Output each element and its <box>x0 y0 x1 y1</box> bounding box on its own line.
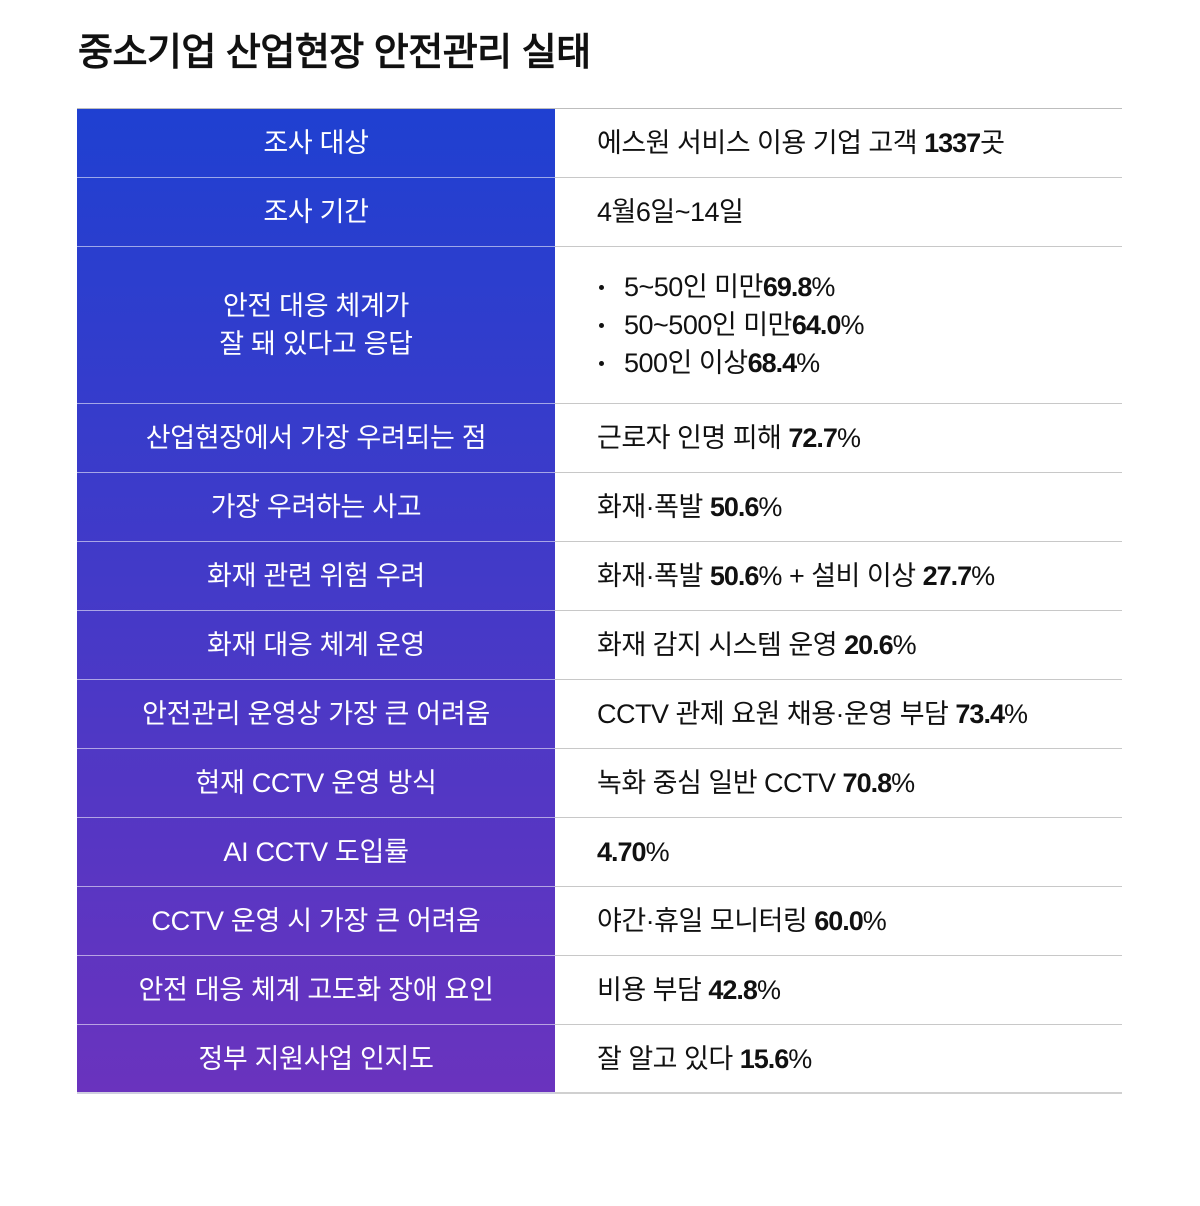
table-row: 산업현장에서 가장 우려되는 점 근로자 인명 피해 72.7% <box>77 404 1122 473</box>
table-row: 화재 관련 위험 우려 화재·폭발 50.6% + 설비 이상 27.7% <box>77 542 1122 611</box>
table-row: 가장 우려하는 사고 화재·폭발 50.6% <box>77 473 1122 542</box>
row-label: 안전 대응 체계 고도화 장애 요인 <box>77 956 555 1025</box>
table-row: 현재 CCTV 운영 방식 녹화 중심 일반 CCTV 70.8% <box>77 749 1122 818</box>
row-value: 근로자 인명 피해 72.7% <box>555 404 1122 473</box>
row-value: 잘 알고 있다 15.6% <box>555 1025 1122 1094</box>
row-value: 4월6일~14일 <box>555 178 1122 247</box>
row-label: 산업현장에서 가장 우려되는 점 <box>77 404 555 473</box>
list-item: 5~50인 미만 69.8% <box>597 268 1122 306</box>
bullet-icon <box>599 284 604 290</box>
row-value: 화재 감지 시스템 운영 20.6% <box>555 611 1122 680</box>
bullet-icon <box>599 360 604 366</box>
row-value: 야간·휴일 모니터링 60.0% <box>555 887 1122 956</box>
list-item: 50~500인 미만 64.0% <box>597 306 1122 344</box>
table-row: CCTV 운영 시 가장 큰 어려움 야간·휴일 모니터링 60.0% <box>77 887 1122 956</box>
bullet-icon <box>599 322 604 328</box>
row-label: 가장 우려하는 사고 <box>77 473 555 542</box>
table-row: 화재 대응 체계 운영 화재 감지 시스템 운영 20.6% <box>77 611 1122 680</box>
table-row: 안전 대응 체계 고도화 장애 요인 비용 부담 42.8% <box>77 956 1122 1025</box>
table-row: 조사 기간 4월6일~14일 <box>77 178 1122 247</box>
table-row: 안전관리 운영상 가장 큰 어려움 CCTV 관제 요원 채용·운영 부담 73… <box>77 680 1122 749</box>
row-label: 현재 CCTV 운영 방식 <box>77 749 555 818</box>
row-value: 4.70% <box>555 818 1122 887</box>
row-label: 안전 대응 체계가 잘 돼 있다고 응답 <box>77 247 555 404</box>
table-row: 안전 대응 체계가 잘 돼 있다고 응답 5~50인 미만 69.8% 50~5… <box>77 247 1122 404</box>
row-value: 에스원 서비스 이용 기업 고객 1337곳 <box>555 109 1122 178</box>
row-label: 조사 기간 <box>77 178 555 247</box>
row-value: 화재·폭발 50.6% + 설비 이상 27.7% <box>555 542 1122 611</box>
row-label: 화재 관련 위험 우려 <box>77 542 555 611</box>
row-label: CCTV 운영 시 가장 큰 어려움 <box>77 887 555 956</box>
table-row: AI CCTV 도입률 4.70% <box>77 818 1122 887</box>
survey-table: 조사 대상 에스원 서비스 이용 기업 고객 1337곳 조사 기간 4월6일~… <box>77 108 1122 1094</box>
table-row: 조사 대상 에스원 서비스 이용 기업 고객 1337곳 <box>77 109 1122 178</box>
table-row: 정부 지원사업 인지도 잘 알고 있다 15.6% <box>77 1025 1122 1094</box>
list-item: 500인 이상 68.4% <box>597 344 1122 382</box>
row-value: 녹화 중심 일반 CCTV 70.8% <box>555 749 1122 818</box>
row-value: 화재·폭발 50.6% <box>555 473 1122 542</box>
row-value: CCTV 관제 요원 채용·운영 부담 73.4% <box>555 680 1122 749</box>
row-value: 비용 부담 42.8% <box>555 956 1122 1025</box>
row-label: 안전관리 운영상 가장 큰 어려움 <box>77 680 555 749</box>
row-label: 정부 지원사업 인지도 <box>77 1025 555 1094</box>
row-label: 화재 대응 체계 운영 <box>77 611 555 680</box>
row-label: AI CCTV 도입률 <box>77 818 555 887</box>
page-title: 중소기업 산업현장 안전관리 실태 <box>78 32 591 74</box>
row-label: 조사 대상 <box>77 109 555 178</box>
row-value-list: 5~50인 미만 69.8% 50~500인 미만 64.0% 500인 이상 … <box>555 247 1122 404</box>
